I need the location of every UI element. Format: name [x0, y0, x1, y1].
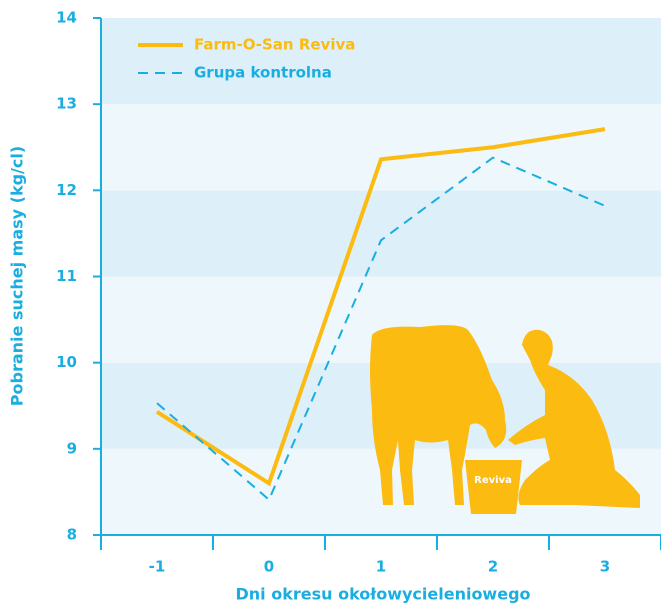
y-tick-label: 11 [56, 267, 77, 285]
x-tick-label: 3 [600, 558, 610, 576]
x-tick-label: 2 [488, 558, 498, 576]
farmer-silhouette [508, 329, 640, 508]
series-line [156, 156, 606, 502]
y-tick-label: 10 [56, 353, 77, 371]
illustration [370, 325, 640, 514]
x-tick-label: 1 [376, 558, 386, 576]
y-axis-title: Pobranie suchej masy (kg/cl) [8, 146, 27, 406]
y-tick-label: 14 [56, 9, 77, 27]
band [101, 104, 661, 191]
y-tick-label: 9 [67, 439, 77, 457]
x-tick-label: -1 [149, 558, 166, 576]
y-tick-label: 13 [56, 95, 77, 113]
x-axis-title: Dni okresu okołowycieleniowego [235, 585, 530, 604]
y-tick-label: 12 [56, 181, 77, 199]
bucket [465, 460, 522, 514]
band [101, 190, 661, 277]
bucket-label: Reviva [474, 475, 512, 486]
band [101, 18, 661, 105]
legend-label: Farm-O-San Reviva [194, 36, 355, 54]
legend-label: Grupa kontrolna [194, 64, 332, 82]
x-tick-label: 0 [264, 558, 274, 576]
cow-silhouette [370, 325, 507, 505]
series-line [155, 127, 606, 487]
y-tick-label: 8 [67, 526, 77, 544]
